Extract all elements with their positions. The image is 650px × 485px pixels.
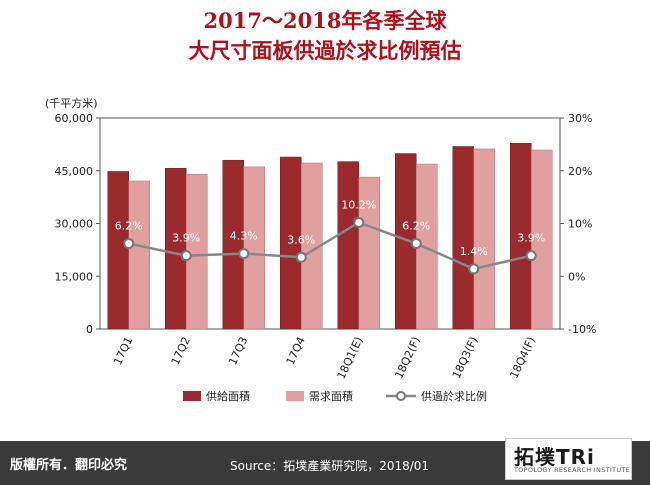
bar-supply: [165, 168, 187, 330]
ratio-point: [468, 263, 480, 275]
ratio-point: [295, 251, 307, 263]
ratio-data-label: 3.6%: [287, 233, 315, 246]
ratio-data-label: 3.9%: [172, 232, 200, 245]
bar-supply: [452, 146, 474, 330]
bar-demand: [473, 148, 495, 330]
y-axis-unit-label: (千平方米): [45, 96, 98, 110]
x-tick-label: 17Q1: [111, 335, 135, 367]
source-note: Source：拓墣產業研究院，2018/01: [230, 459, 430, 473]
chart-title-line2: 大尺寸面板供過於求比例預估: [188, 38, 462, 63]
x-tick-label: 18Q1(E): [335, 335, 366, 381]
logo-text: 拓墣TRi: [514, 445, 595, 469]
chart-title-line1: 2017～2018年各季全球: [203, 8, 447, 33]
bar-demand: [301, 162, 323, 330]
ratio-point: [238, 248, 250, 260]
x-tick-label: 17Q3: [226, 335, 250, 367]
y-left-tick-label: 15,000: [55, 270, 94, 283]
ratio-point: [123, 238, 135, 250]
ratio-point: [180, 250, 192, 262]
y-left-tick-label: 0: [86, 323, 93, 336]
x-tick-label: 17Q4: [284, 335, 308, 367]
legend-label-demand: 需求面積: [309, 389, 353, 403]
legend-swatch-ratio-marker: [396, 391, 406, 401]
bar-demand: [243, 166, 265, 330]
bar-demand: [531, 149, 553, 330]
ratio-data-label: 6.2%: [115, 220, 143, 233]
y-right-tick-label: 10%: [568, 218, 592, 231]
logo: 拓墣TRi TOPOLOGY RESEARCH INSTITUTE: [505, 438, 632, 480]
y-left-tick-label: 45,000: [55, 165, 94, 178]
bar-supply: [337, 161, 359, 330]
ratio-data-label: 6.2%: [402, 220, 430, 233]
y-right-tick-label: 20%: [568, 165, 592, 178]
bar-supply: [107, 171, 129, 330]
ratio-point: [525, 250, 537, 262]
y-right-tick-label: 0%: [568, 270, 585, 283]
chart-title: 2017～2018年各季全球 大尺寸面板供過於求比例預估: [0, 6, 650, 66]
chart-svg: (千平方米) 0 15,000 30,000 45,000 60,000 -10% 0% 10…: [45, 96, 596, 403]
x-tick-label: 18Q2(F): [392, 335, 423, 381]
ratio-point: [353, 216, 365, 228]
y-left-tick-label: 30,000: [55, 218, 94, 231]
ratio-data-label: 4.3%: [230, 230, 258, 243]
y-right-tick-label: -10%: [568, 323, 596, 336]
ratio-data-label: 1.4%: [460, 245, 488, 258]
legend-label-ratio: 供過於求比例: [421, 389, 487, 403]
legend-label-supply: 供給面積: [206, 389, 250, 403]
copyright-notice: 版權所有．翻印必究: [10, 458, 128, 473]
logo-wordmark: 拓墣TRi: [514, 441, 595, 470]
y-left-tick-label: 60,000: [55, 112, 94, 125]
x-tick-label: 17Q2: [169, 335, 193, 367]
ratio-data-label: 3.9%: [517, 232, 545, 245]
legend-swatch-supply: [183, 391, 201, 401]
ratio-line: [128, 221, 532, 271]
ratio-point: [410, 238, 422, 250]
bar-demand: [358, 176, 380, 330]
x-tick-label: 18Q4(F): [507, 335, 538, 381]
logo-tagline: TOPOLOGY RESEARCH INSTITUTE: [514, 466, 631, 474]
ratio-data-label: 10.2%: [341, 198, 376, 211]
bar-supply: [222, 159, 244, 330]
x-tick-label: 18Q3(F): [450, 335, 481, 381]
bar-demand: [128, 180, 150, 330]
legend-swatch-demand: [286, 391, 304, 401]
y-right-tick-label: 30%: [568, 112, 592, 125]
